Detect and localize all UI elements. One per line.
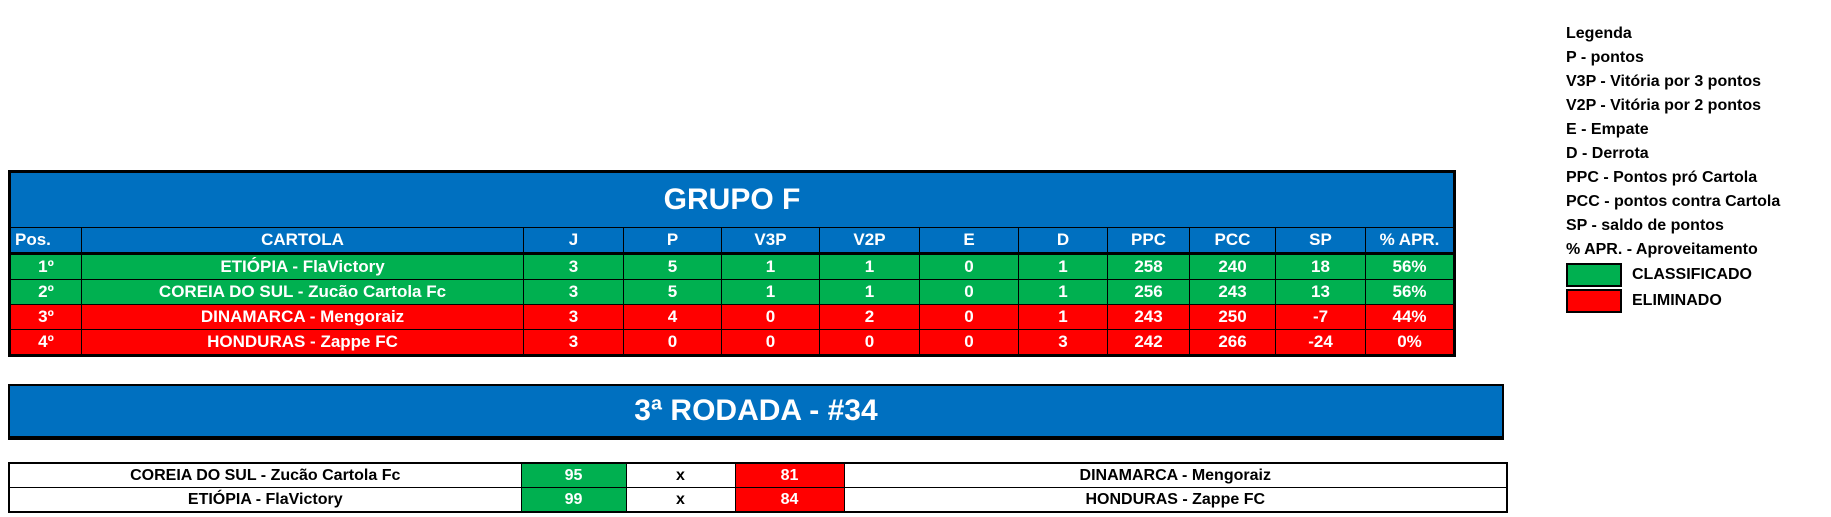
standings-cell: 1 xyxy=(819,253,920,280)
standings-row: 2º COREIA DO SUL - Zucão Cartola Fc 3 5 1 1 0 1… xyxy=(9,279,1455,305)
legend: Legenda P - pontos V3P - Vitória por 3 po… xyxy=(1566,22,1780,314)
round-title: 3ª RODADA - #34 xyxy=(8,384,1504,440)
standings-cell: 56% xyxy=(1365,279,1455,305)
standings-row: 3º DINAMARCA - Mengoraiz 3 4 0 2 0 1 243 250 -7 44% xyxy=(9,304,1455,330)
group-standings-table: GRUPO F Pos. CARTOLA J P V3P V2P E D PPC PCC SP% A… xyxy=(8,170,1456,357)
standings-cell: 240 xyxy=(1189,253,1276,280)
match-away-score: 81 xyxy=(734,462,845,488)
standings-cell: -7 xyxy=(1275,304,1366,330)
legend-item: P - pontos xyxy=(1566,49,1644,66)
standings-cell: 56% xyxy=(1365,253,1455,280)
standings-cell: 0% xyxy=(1365,329,1455,356)
eliminated-swatch xyxy=(1566,289,1622,313)
standings-cell: -24 xyxy=(1275,329,1366,356)
standings-cell: 0 xyxy=(919,329,1019,356)
standings-row: 4º HONDURAS - Zappe FC 3 0 0 0 0 3 242 266 -24 0% xyxy=(9,329,1455,356)
standings-cell: 0 xyxy=(623,329,722,356)
standings-cell: 1 xyxy=(1018,279,1108,305)
column-header: J xyxy=(523,227,624,255)
standings-cell: 266 xyxy=(1189,329,1276,356)
standings-cell: 3 xyxy=(1018,329,1108,356)
standings-cell: 3 xyxy=(523,304,624,330)
column-header: % APR. xyxy=(1365,227,1455,255)
match-away: HONDURAS - Zappe FC xyxy=(843,487,1508,513)
standings-cell: 1 xyxy=(1018,304,1108,330)
classified-swatch xyxy=(1566,263,1622,287)
standings-cell: 1 xyxy=(819,279,920,305)
standings-cell: 256 xyxy=(1107,279,1190,305)
legend-eliminated: ELIMINADO xyxy=(1632,292,1722,309)
legend-item: PCC - pontos contra Cartola xyxy=(1566,193,1781,210)
standings-cell: 2º xyxy=(9,279,82,305)
standings-cell: 18 xyxy=(1275,253,1366,280)
standings-cell: DINAMARCA - Mengoraiz xyxy=(81,304,524,330)
standings-row: 1º ETIÓPIA - FlaVictory 3 5 1 1 0 1 258 240 18 56% xyxy=(9,253,1455,280)
standings-cell: 0 xyxy=(819,329,920,356)
standings-cell: 3º xyxy=(9,304,82,330)
standings-cell: 3 xyxy=(523,329,624,356)
standings-cell: 2 xyxy=(819,304,920,330)
standings-cell: 13 xyxy=(1275,279,1366,305)
match-row: ETIÓPIA - FlaVictory 99 x 84 HONDURAS - Zapp… xyxy=(8,487,1508,513)
column-header: V2P xyxy=(819,227,920,255)
standings-cell: 3 xyxy=(523,253,624,280)
standings-cell: 3 xyxy=(523,279,624,305)
column-header: E xyxy=(919,227,1019,255)
match-sep: x xyxy=(625,462,736,488)
legend-item: E - Empate xyxy=(1566,121,1649,138)
standings-cell: 1º xyxy=(9,253,82,280)
standings-cell: 1 xyxy=(721,279,820,305)
standings-cell: 0 xyxy=(919,279,1019,305)
standings-cell: 243 xyxy=(1107,304,1190,330)
column-header: SP xyxy=(1275,227,1366,255)
match-away: DINAMARCA - Mengoraiz xyxy=(843,462,1508,488)
column-header: D xyxy=(1018,227,1108,255)
column-header: PPC xyxy=(1107,227,1190,255)
match-home-score: 95 xyxy=(520,462,627,488)
legend-item: SP - saldo de pontos xyxy=(1566,217,1724,234)
standings-cell: 0 xyxy=(919,304,1019,330)
match-away-score: 84 xyxy=(734,487,845,513)
standings-cell: 250 xyxy=(1189,304,1276,330)
standings-cell: 4º xyxy=(9,329,82,356)
standings-cell: 242 xyxy=(1107,329,1190,356)
legend-item: % APR. - Aproveitamento xyxy=(1566,241,1758,258)
legend-title: Legenda xyxy=(1566,25,1632,42)
legend-item: PPC - Pontos pró Cartola xyxy=(1566,169,1758,186)
standings-cell: 4 xyxy=(623,304,722,330)
standings-cell: 1 xyxy=(721,253,820,280)
standings-cell: ETIÓPIA - FlaVictory xyxy=(81,253,524,280)
standings-cell: 0 xyxy=(919,253,1019,280)
standings-cell: 0 xyxy=(721,329,820,356)
standings-cell: 0 xyxy=(721,304,820,330)
group-title: GRUPO F xyxy=(9,171,1455,228)
legend-classified: CLASSIFICADO xyxy=(1632,266,1752,283)
column-header: Pos. xyxy=(9,227,82,255)
legend-item: D - Derrota xyxy=(1566,145,1649,162)
matches-table: COREIA DO SUL - Zucão Cartola Fc 95 x 81 DIN… xyxy=(8,462,1508,513)
standings-cell: 44% xyxy=(1365,304,1455,330)
standings-cell: HONDURAS - Zappe FC xyxy=(81,329,524,356)
match-home: ETIÓPIA - FlaVictory xyxy=(8,487,522,513)
match-row: COREIA DO SUL - Zucão Cartola Fc 95 x 81 DIN… xyxy=(8,462,1508,488)
standings-cell: COREIA DO SUL - Zucão Cartola Fc xyxy=(81,279,524,305)
match-home-score: 99 xyxy=(520,487,627,513)
standings-cell: 5 xyxy=(623,279,722,305)
column-header: PCC xyxy=(1189,227,1276,255)
column-header: CARTOLA xyxy=(81,227,524,255)
legend-item: V2P - Vitória por 2 pontos xyxy=(1566,97,1761,114)
column-header: P xyxy=(623,227,722,255)
column-header: V3P xyxy=(721,227,820,255)
match-home: COREIA DO SUL - Zucão Cartola Fc xyxy=(8,462,522,488)
standings-cell: 5 xyxy=(623,253,722,280)
standings-cell: 258 xyxy=(1107,253,1190,280)
match-sep: x xyxy=(625,487,736,513)
standings-cell: 243 xyxy=(1189,279,1276,305)
legend-item: V3P - Vitória por 3 pontos xyxy=(1566,73,1761,90)
standings-cell: 1 xyxy=(1018,253,1108,280)
